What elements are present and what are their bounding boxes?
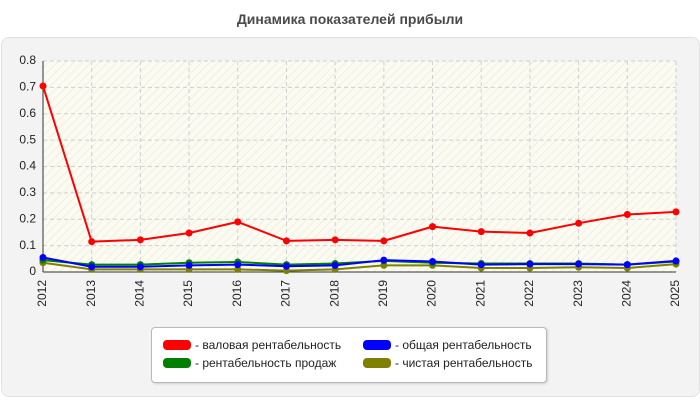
data-point <box>331 236 339 244</box>
x-tick-label: 2017 <box>279 280 293 307</box>
data-point <box>282 262 290 270</box>
legend-item: - чистая рентабельность <box>363 356 532 370</box>
x-tick-label: 2023 <box>571 280 585 307</box>
legend-label: - рентабельность продаж <box>195 356 337 370</box>
chart-title: Динамика показателей прибыли <box>236 11 464 27</box>
data-point <box>380 237 388 245</box>
x-tick-label: 2013 <box>84 280 98 307</box>
data-point <box>136 236 144 244</box>
y-tick-label: 0.1 <box>19 238 36 252</box>
data-point <box>234 261 242 269</box>
x-tick-label: 2018 <box>327 280 341 307</box>
data-point <box>526 229 534 237</box>
data-point <box>331 261 339 269</box>
data-point <box>477 228 485 236</box>
data-point <box>88 263 96 271</box>
y-tick-label: 0.3 <box>19 185 36 199</box>
x-tick-label: 2019 <box>376 280 390 307</box>
legend-item: - валовая рентабельность <box>163 338 341 352</box>
legend-swatch <box>363 340 391 350</box>
data-point <box>39 253 47 261</box>
data-point <box>282 237 290 245</box>
data-point <box>136 263 144 271</box>
data-point <box>623 211 631 219</box>
x-tick-label: 2020 <box>425 280 439 307</box>
legend-label: - чистая рентабельность <box>395 356 533 370</box>
series-line <box>42 256 677 268</box>
data-point <box>185 229 193 237</box>
legend-swatch <box>163 340 191 350</box>
x-tick-label: 2012 <box>35 280 49 307</box>
data-point <box>477 261 485 269</box>
legend-swatch <box>163 358 191 368</box>
y-tick-label: 0.2 <box>19 211 36 225</box>
data-point <box>380 256 388 264</box>
legend-item: - общая рентабельность <box>363 338 532 352</box>
data-point <box>575 219 583 227</box>
y-tick-label: 0.7 <box>19 80 36 94</box>
series-line <box>42 261 677 272</box>
data-point <box>672 257 680 265</box>
x-tick-label: 2016 <box>230 280 244 307</box>
data-point <box>185 261 193 269</box>
x-tick-label: 2022 <box>522 280 536 307</box>
legend-label: - общая рентабельность <box>395 338 532 352</box>
y-tick-label: 0.4 <box>19 159 36 173</box>
data-point <box>526 260 534 268</box>
data-point <box>88 238 96 246</box>
x-tick-label: 2015 <box>181 280 195 307</box>
data-point <box>672 208 680 216</box>
legend-swatch <box>363 358 391 368</box>
data-point <box>575 260 583 268</box>
data-point <box>623 261 631 269</box>
series-line <box>42 85 677 243</box>
y-tick-label: 0.8 <box>19 53 36 67</box>
x-tick-label: 2024 <box>619 280 633 307</box>
x-tick-label: 2014 <box>133 280 147 307</box>
chart-legend: - валовая рентабельность - общая рентабе… <box>151 327 547 383</box>
data-point <box>429 223 437 231</box>
y-tick-label: 0 <box>29 264 36 278</box>
x-tick-label: 2025 <box>668 280 682 307</box>
data-point <box>39 82 47 90</box>
y-tick-label: 0.5 <box>19 132 36 146</box>
data-point <box>429 257 437 265</box>
x-tick-label: 2021 <box>473 280 487 307</box>
data-point <box>234 218 242 226</box>
y-tick-label: 0.6 <box>19 106 36 120</box>
legend-item: - рентабельность продаж <box>163 356 336 370</box>
legend-label: - валовая рентабельность <box>195 338 342 352</box>
